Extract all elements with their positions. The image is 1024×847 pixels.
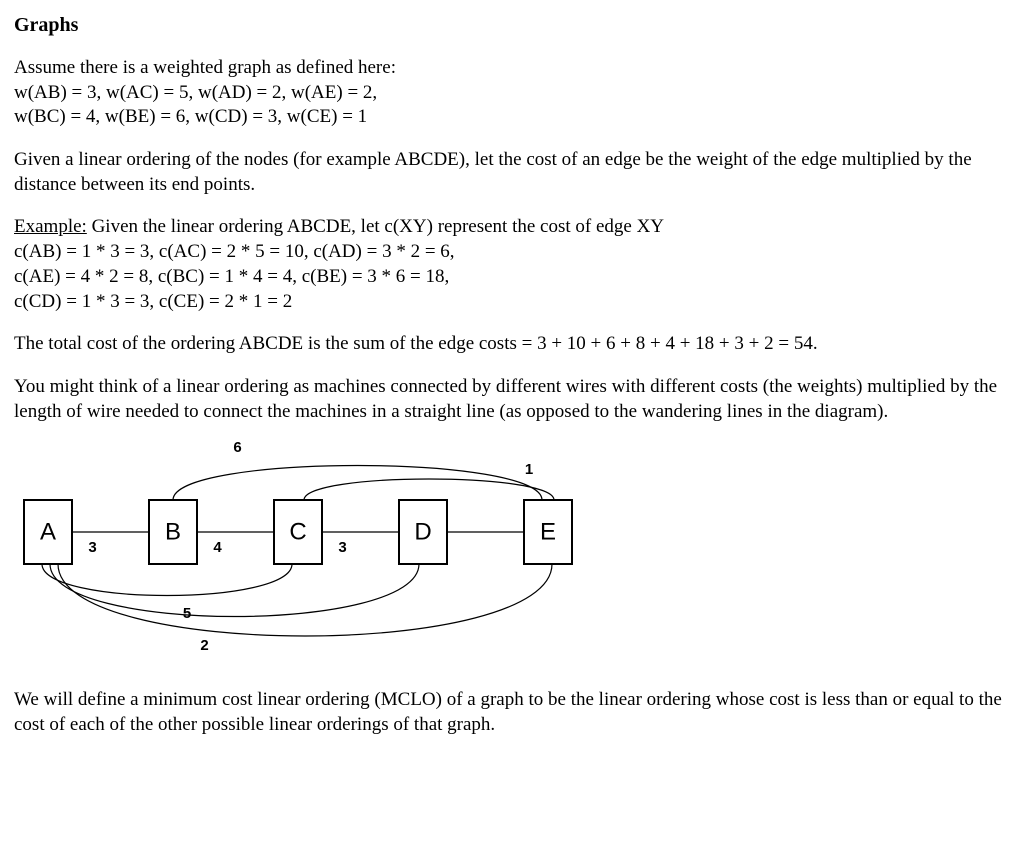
costs-line-2: c(AE) = 4 * 2 = 8, c(BC) = 1 * 4 = 4, c(…	[14, 266, 449, 287]
analogy-paragraph: You might think of a linear ordering as …	[14, 375, 1010, 424]
page-title: Graphs	[14, 12, 1010, 38]
edge-label-AC: 5	[183, 605, 191, 622]
edge-label-AE: 2	[311, 669, 319, 672]
edge-AC	[42, 564, 292, 596]
linear-ordering-paragraph: Given a linear ordering of the nodes (fo…	[14, 148, 1010, 197]
example-tail: Given the linear ordering ABCDE, let c(X…	[87, 216, 664, 237]
edge-label-BC: 4	[213, 539, 222, 556]
edge-label-CD: 3	[338, 539, 346, 556]
weights-line-2: w(BC) = 4, w(BE) = 6, w(CD) = 3, w(CE) =…	[14, 106, 367, 127]
costs-line-1: c(AB) = 1 * 3 = 3, c(AC) = 2 * 5 = 10, c…	[14, 241, 455, 262]
example-paragraph: Example: Given the linear ordering ABCDE…	[14, 215, 1010, 314]
intro-paragraph: Assume there is a weighted graph as defi…	[14, 56, 1010, 130]
edge-CE	[304, 479, 554, 500]
edge-label-AD: 2	[200, 637, 208, 654]
node-label-A: A	[40, 519, 56, 546]
node-label-D: D	[414, 519, 431, 546]
total-cost-paragraph: The total cost of the ordering ABCDE is …	[14, 332, 1010, 357]
edge-AE	[58, 564, 552, 636]
edge-label-BE: 6	[233, 442, 241, 456]
ordering-diagram: 34361522ABCDE	[14, 442, 1010, 672]
node-label-C: C	[289, 519, 306, 546]
edge-label-AB: 3	[88, 539, 96, 556]
costs-line-3: c(CD) = 1 * 3 = 3, c(CE) = 2 * 1 = 2	[14, 291, 292, 312]
node-label-E: E	[540, 519, 556, 546]
intro-line: Assume there is a weighted graph as defi…	[14, 57, 396, 78]
ordering-diagram-svg: 34361522ABCDE	[14, 442, 674, 672]
example-label: Example:	[14, 216, 87, 237]
mclo-paragraph: We will define a minimum cost linear ord…	[14, 688, 1010, 737]
weights-line-1: w(AB) = 3, w(AC) = 5, w(AD) = 2, w(AE) =…	[14, 82, 377, 103]
node-label-B: B	[165, 519, 181, 546]
edge-label-CE: 1	[525, 461, 533, 478]
